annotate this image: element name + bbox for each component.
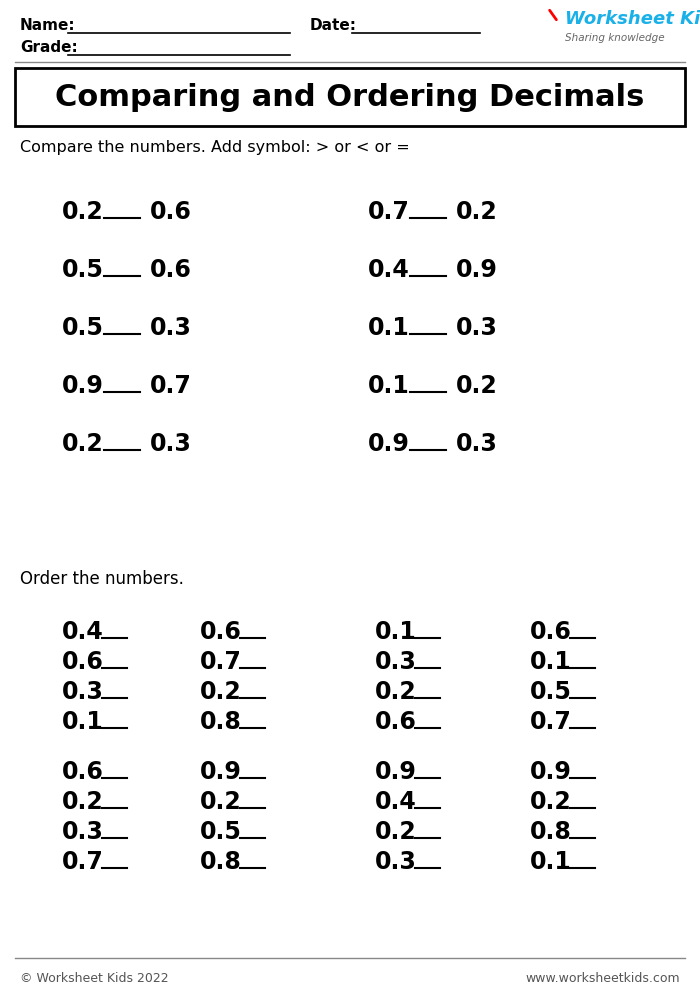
Text: Name:: Name: [20, 18, 76, 33]
Text: 0.3: 0.3 [62, 820, 104, 844]
Text: 0.5: 0.5 [200, 820, 242, 844]
Text: 0.7: 0.7 [200, 650, 242, 674]
Text: 0.6: 0.6 [62, 650, 104, 674]
Text: 0.5: 0.5 [530, 680, 572, 704]
Text: 0.8: 0.8 [200, 710, 242, 734]
Text: 0.1: 0.1 [368, 316, 409, 340]
Text: 0.3: 0.3 [150, 432, 192, 456]
Text: Comparing and Ordering Decimals: Comparing and Ordering Decimals [55, 83, 645, 112]
Text: 0.3: 0.3 [62, 680, 104, 704]
Text: 0.1: 0.1 [62, 710, 104, 734]
Text: Grade:: Grade: [20, 40, 78, 55]
Text: 0.7: 0.7 [62, 850, 104, 874]
Text: 0.5: 0.5 [62, 258, 104, 282]
Text: Date:: Date: [310, 18, 357, 33]
Text: 0.2: 0.2 [456, 200, 498, 224]
Text: 0.1: 0.1 [375, 620, 416, 644]
Text: 0.9: 0.9 [530, 760, 572, 784]
Text: 0.2: 0.2 [456, 374, 498, 398]
Text: 0.2: 0.2 [200, 790, 242, 814]
Text: 0.2: 0.2 [375, 680, 416, 704]
Text: 0.3: 0.3 [150, 316, 192, 340]
FancyBboxPatch shape [15, 68, 685, 126]
Text: 0.3: 0.3 [375, 650, 417, 674]
Text: 0.1: 0.1 [368, 374, 409, 398]
Text: 0.3: 0.3 [456, 316, 498, 340]
Text: 0.4: 0.4 [375, 790, 416, 814]
Text: 0.9: 0.9 [200, 760, 242, 784]
Text: 0.2: 0.2 [62, 790, 104, 814]
Text: 0.2: 0.2 [62, 432, 104, 456]
Text: 0.4: 0.4 [368, 258, 409, 282]
Text: 0.2: 0.2 [530, 790, 572, 814]
Text: Order the numbers.: Order the numbers. [20, 570, 184, 588]
Text: 0.6: 0.6 [150, 258, 192, 282]
Text: Sharing knowledge: Sharing knowledge [565, 33, 664, 43]
Text: Compare the numbers. Add symbol: > or < or =: Compare the numbers. Add symbol: > or < … [20, 140, 409, 155]
Text: 0.6: 0.6 [62, 760, 104, 784]
Text: 0.9: 0.9 [368, 432, 410, 456]
Text: 0.4: 0.4 [62, 620, 104, 644]
Text: 0.7: 0.7 [530, 710, 572, 734]
Text: 0.3: 0.3 [375, 850, 417, 874]
Text: Worksheet Kids: Worksheet Kids [565, 10, 700, 28]
Text: 0.9: 0.9 [62, 374, 104, 398]
Text: 0.2: 0.2 [62, 200, 104, 224]
Text: 0.5: 0.5 [62, 316, 104, 340]
Text: 0.6: 0.6 [375, 710, 417, 734]
Text: 0.3: 0.3 [456, 432, 498, 456]
Text: 0.7: 0.7 [368, 200, 410, 224]
Text: 0.8: 0.8 [200, 850, 242, 874]
Text: 0.2: 0.2 [375, 820, 416, 844]
Text: 0.2: 0.2 [200, 680, 242, 704]
Text: 0.9: 0.9 [456, 258, 498, 282]
Text: 0.1: 0.1 [530, 850, 572, 874]
Text: www.worksheetkids.com: www.worksheetkids.com [526, 972, 680, 985]
Text: 0.9: 0.9 [375, 760, 417, 784]
Text: 0.8: 0.8 [530, 820, 572, 844]
Text: 0.6: 0.6 [530, 620, 572, 644]
Text: © Worksheet Kids 2022: © Worksheet Kids 2022 [20, 972, 169, 985]
Text: 0.7: 0.7 [150, 374, 192, 398]
Text: 0.6: 0.6 [150, 200, 192, 224]
Text: 0.1: 0.1 [530, 650, 572, 674]
Text: 0.6: 0.6 [200, 620, 242, 644]
